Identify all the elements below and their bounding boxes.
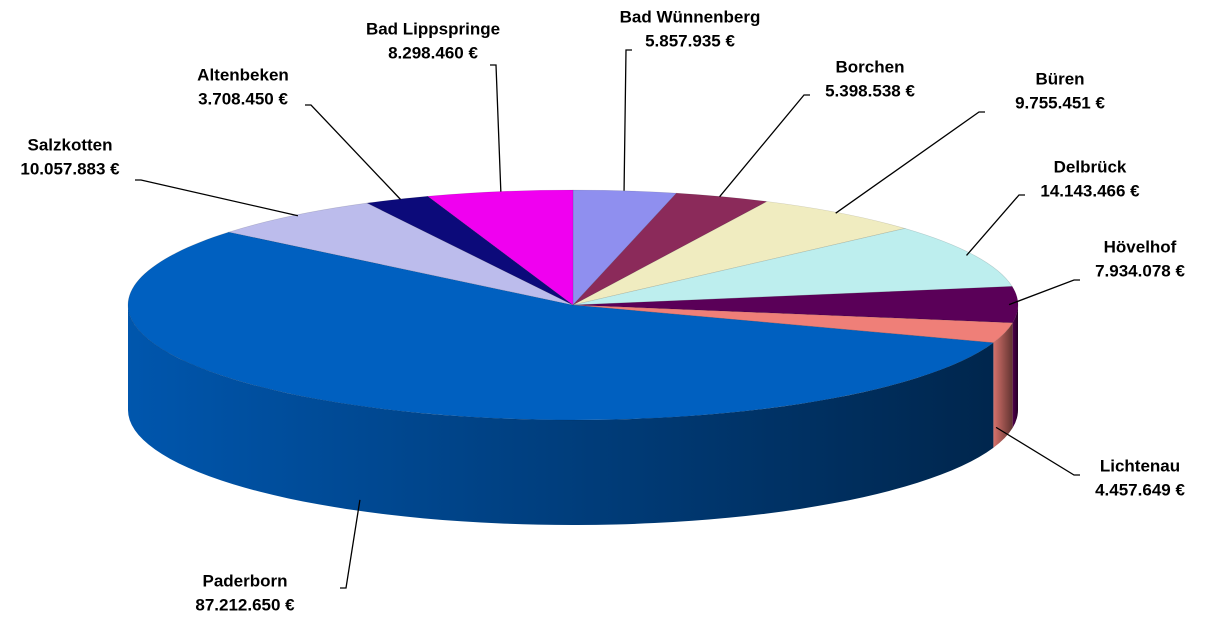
slice-label: Salzkotten <box>27 135 112 154</box>
slice-side <box>128 305 994 525</box>
slice <box>426 189 574 306</box>
slice-label: Bad Wünnenberg <box>620 7 761 26</box>
slice <box>572 286 1019 324</box>
slice-value: 8.298.460 € <box>388 43 478 62</box>
slice-value: 5.857.935 € <box>645 31 735 50</box>
leader-line <box>135 179 299 217</box>
slice-label: Bad Lippspringe <box>366 19 500 38</box>
slice <box>572 304 1014 344</box>
slice-label: Delbrück <box>1054 157 1127 176</box>
slice <box>572 189 678 306</box>
slice <box>127 231 995 421</box>
slice-side <box>993 322 1013 448</box>
leader-line <box>1008 279 1080 306</box>
slice-label: Lichtenau <box>1100 456 1180 475</box>
slice <box>572 192 768 306</box>
slice <box>366 195 574 306</box>
leader-line <box>719 94 810 198</box>
slice-value: 9.755.451 € <box>1015 93 1105 112</box>
leader-line <box>305 104 401 200</box>
leader-line <box>835 111 985 214</box>
leader-line <box>490 64 502 192</box>
slice <box>227 202 574 306</box>
slice <box>572 228 1013 306</box>
leader-line <box>340 499 361 589</box>
slice-label: Büren <box>1035 69 1084 88</box>
slice-value: 5.398.538 € <box>825 81 915 100</box>
slice-side <box>1012 305 1018 428</box>
slice-value: 7.934.078 € <box>1095 261 1185 280</box>
slice-value: 87.212.650 € <box>195 595 295 614</box>
slice-label: Altenbeken <box>197 65 289 84</box>
slice-value: 4.457.649 € <box>1095 480 1185 499</box>
slice-value: 3.708.450 € <box>198 89 288 108</box>
leader-line <box>623 49 632 191</box>
slice <box>572 201 907 306</box>
slice-value: 10.057.883 € <box>20 159 120 178</box>
slice-label: Paderborn <box>202 571 287 590</box>
slice-value: 14.143.466 € <box>1040 181 1140 200</box>
leader-line <box>995 426 1080 476</box>
leader-line <box>966 194 1025 256</box>
slice-label: Hövelhof <box>1104 237 1177 256</box>
slice-label: Borchen <box>836 57 905 76</box>
